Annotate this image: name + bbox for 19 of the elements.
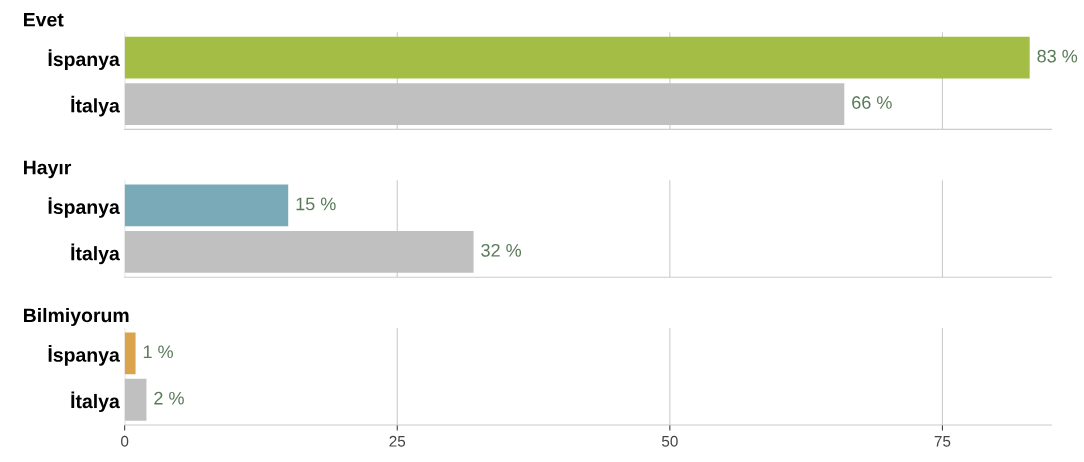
x-tick-label: 75 [934,436,951,447]
x-tick-label: 50 [661,435,678,447]
y-tick-label: İspanya [48,49,120,70]
data-label: 1 % [143,345,173,359]
y-tick-label: İtalya [71,95,120,117]
y-tick-label: İspanya [48,197,120,218]
x-tick-label: 25 [389,435,406,447]
chart-title: Evet [24,12,64,27]
data-label: 32 % [481,243,522,257]
y-tick-label: İtalya [71,391,120,413]
chart-title: Hayır [24,160,72,179]
x-tick-label: 0 [121,435,129,447]
data-label: 83 % [1037,49,1078,63]
data-label: 2 % [154,391,184,405]
data-label: 66 % [852,96,892,109]
y-tick-label: İtalya [71,243,120,265]
data-label: 15 % [296,197,336,211]
y-tick-label: İspanya [48,345,120,366]
chart-title: Bilmiyorum [24,307,129,327]
